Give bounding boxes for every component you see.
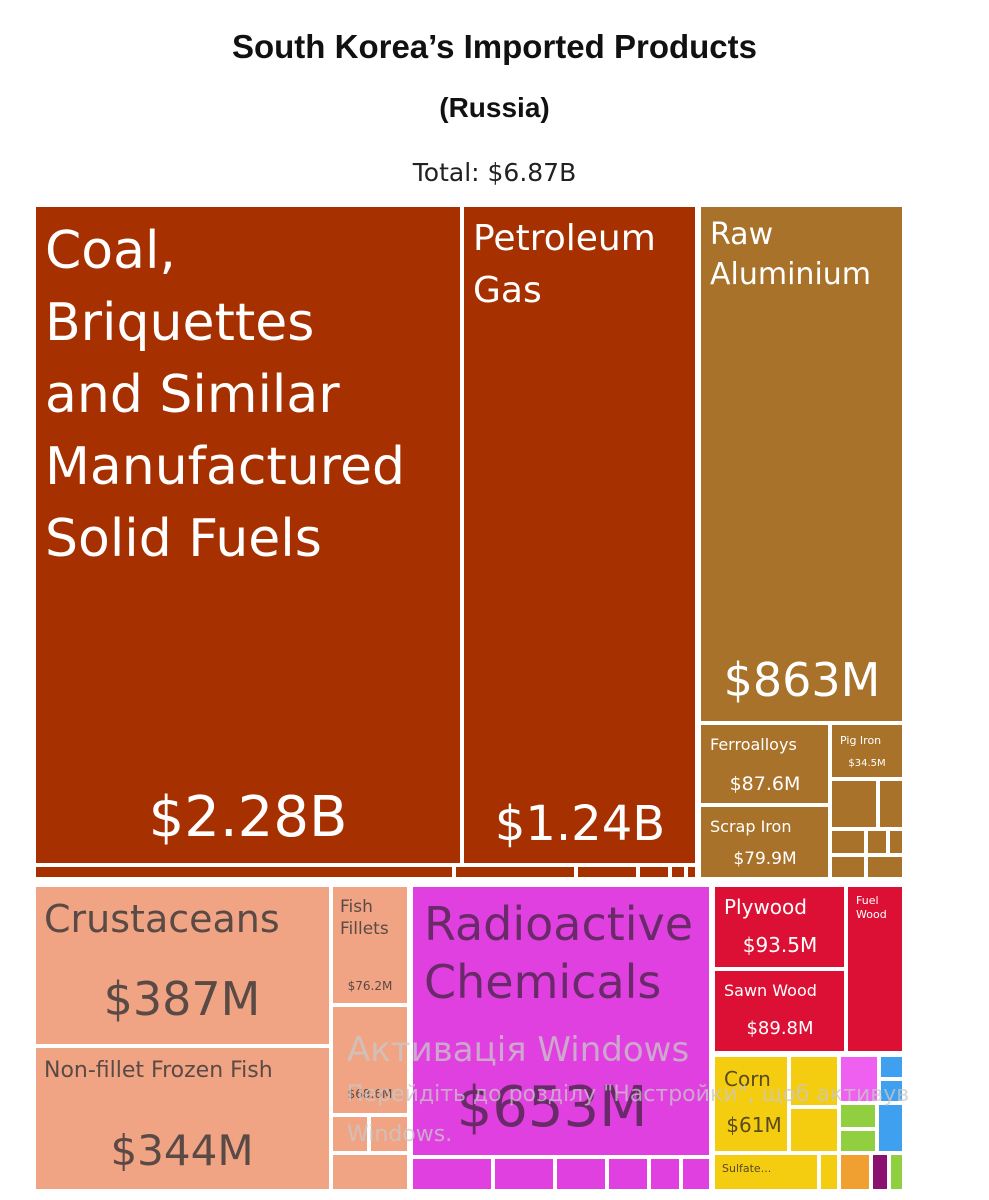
cell-small-14 bbox=[369, 1115, 409, 1153]
cell-small-19 bbox=[607, 1157, 649, 1191]
cell-corn bbox=[713, 1055, 789, 1153]
cell-small-6 bbox=[830, 779, 878, 829]
label-name-sulfate-line-1: Sulfate... bbox=[722, 1162, 771, 1175]
label-name-petroleum-gas-line-2: Gas bbox=[473, 270, 542, 311]
cell-small-12 bbox=[866, 855, 904, 879]
label-value-sawn-wood: $89.8M bbox=[746, 1018, 813, 1039]
cell-fish-fillets bbox=[331, 885, 409, 1005]
label-name-ferroalloys-line-1: Ferroalloys bbox=[710, 735, 797, 754]
cell-small-25 bbox=[839, 1055, 879, 1103]
label-value-scrap-iron: $79.9M bbox=[733, 849, 796, 869]
label-name-scrap-iron-line-1: Scrap Iron bbox=[710, 817, 791, 836]
cell-coal-briquettes-and-similar-manufactured-solid-fuels bbox=[34, 205, 462, 865]
cell-small-26 bbox=[879, 1055, 904, 1079]
label-name-fuel-wood-line-1: Fuel bbox=[856, 894, 879, 907]
label-name-coal-briquettes-and-similar-manufactured-solid-fuels-line-1: Coal, bbox=[45, 221, 176, 281]
cell-small-33 bbox=[889, 1153, 904, 1191]
label-name-radioactive-chemicals-line-2: Chemicals bbox=[424, 955, 661, 1009]
cell-small-10 bbox=[888, 829, 904, 855]
cell-small-16 bbox=[411, 1157, 493, 1191]
cell-small-29 bbox=[877, 1103, 904, 1153]
cell-small-24 bbox=[819, 1153, 839, 1191]
label-name-coal-briquettes-and-similar-manufactured-solid-fuels-line-3: and Similar bbox=[45, 365, 340, 425]
cell-raw-aluminium bbox=[699, 205, 904, 723]
cell-sulfate bbox=[713, 1153, 819, 1191]
label-name-sawn-wood-line-1: Sawn Wood bbox=[724, 981, 817, 1000]
cell-petroleum-gas bbox=[462, 205, 697, 865]
cell-small-22 bbox=[789, 1055, 839, 1107]
label-name-raw-aluminium-line-2: Aluminium bbox=[710, 257, 871, 292]
cell-radioactive-chemicals bbox=[411, 885, 711, 1157]
cell-small-15 bbox=[331, 1153, 409, 1191]
label-name-coal-briquettes-and-similar-manufactured-solid-fuels-line-5: Solid Fuels bbox=[45, 509, 322, 569]
cell-small-18 bbox=[555, 1157, 607, 1191]
cell-small-30 bbox=[839, 1129, 877, 1153]
cell-small-17 bbox=[493, 1157, 555, 1191]
cell-small-1 bbox=[454, 865, 576, 879]
cell-ferroalloys bbox=[699, 723, 830, 805]
label-name-pig-iron-line-1: Pig Iron bbox=[840, 734, 881, 747]
cell-small-0 bbox=[34, 865, 454, 879]
label-value-68-6m: $68.6M bbox=[348, 1087, 393, 1101]
chart-title: South Korea’s Imported Products bbox=[231, 28, 757, 65]
chart-total: Total: $6.87B bbox=[412, 158, 577, 187]
label-name-radioactive-chemicals-line-1: Radioactive bbox=[424, 897, 693, 951]
label-name-coal-briquettes-and-similar-manufactured-solid-fuels-line-4: Manufactured bbox=[45, 437, 405, 497]
cell-small-8 bbox=[830, 829, 866, 855]
cell-small-27 bbox=[879, 1079, 904, 1103]
cell-small-13 bbox=[331, 1115, 369, 1153]
label-value-corn: $61M bbox=[726, 1113, 781, 1137]
cell-small-4 bbox=[670, 865, 686, 879]
cell-fuel-wood bbox=[846, 885, 904, 1053]
label-value-pig-iron: $34.5M bbox=[848, 758, 885, 769]
label-value-radioactive-chemicals: $653M bbox=[457, 1075, 648, 1140]
label-value-non-fillet-frozen-fish: $344M bbox=[110, 1126, 253, 1175]
label-value-fish-fillets: $76.2M bbox=[348, 979, 393, 993]
cell-small-28 bbox=[839, 1103, 877, 1129]
cell-68-6m bbox=[331, 1005, 409, 1115]
cell-plywood bbox=[713, 885, 846, 969]
label-value-raw-aluminium: $863M bbox=[724, 653, 881, 707]
cell-small-31 bbox=[839, 1153, 871, 1191]
label-name-crustaceans-line-1: Crustaceans bbox=[44, 897, 280, 941]
cell-small-23 bbox=[789, 1107, 839, 1153]
label-value-plywood: $93.5M bbox=[743, 933, 818, 957]
label-value-crustaceans: $387M bbox=[104, 972, 261, 1026]
label-value-coal-briquettes-and-similar-manufactured-solid-fuels: $2.28B bbox=[149, 785, 348, 850]
cell-small-32 bbox=[871, 1153, 889, 1191]
label-name-corn-line-1: Corn bbox=[724, 1067, 771, 1091]
label-name-non-fillet-frozen-fish-line-1: Non-fillet Frozen Fish bbox=[44, 1058, 273, 1083]
cell-sawn-wood bbox=[713, 969, 846, 1053]
label-name-fish-fillets-line-2: Fillets bbox=[340, 919, 389, 939]
label-value-petroleum-gas: $1.24B bbox=[495, 796, 665, 852]
label-name-fuel-wood-line-2: Wood bbox=[856, 908, 887, 921]
cell-small-5 bbox=[686, 865, 697, 879]
cell-small-9 bbox=[866, 829, 888, 855]
label-name-raw-aluminium-line-1: Raw bbox=[710, 217, 773, 252]
cell-pig-iron bbox=[830, 723, 904, 779]
cell-small-21 bbox=[681, 1157, 711, 1191]
cell-small-3 bbox=[638, 865, 670, 879]
cell-small-20 bbox=[649, 1157, 681, 1191]
cell-non-fillet-frozen-fish bbox=[34, 1046, 331, 1191]
label-name-coal-briquettes-and-similar-manufactured-solid-fuels-line-2: Briquettes bbox=[45, 293, 314, 353]
cell-small-2 bbox=[576, 865, 638, 879]
cell-small-11 bbox=[830, 855, 866, 879]
cell-small-7 bbox=[878, 779, 904, 829]
label-value-ferroalloys: $87.6M bbox=[730, 773, 801, 795]
cell-crustaceans bbox=[34, 885, 331, 1046]
label-name-plywood-line-1: Plywood bbox=[724, 895, 807, 919]
chart-subtitle: (Russia) bbox=[439, 92, 550, 123]
cell-scrap-iron bbox=[699, 805, 830, 879]
label-name-fish-fillets-line-1: Fish bbox=[340, 897, 373, 917]
label-name-petroleum-gas-line-1: Petroleum bbox=[473, 218, 656, 259]
